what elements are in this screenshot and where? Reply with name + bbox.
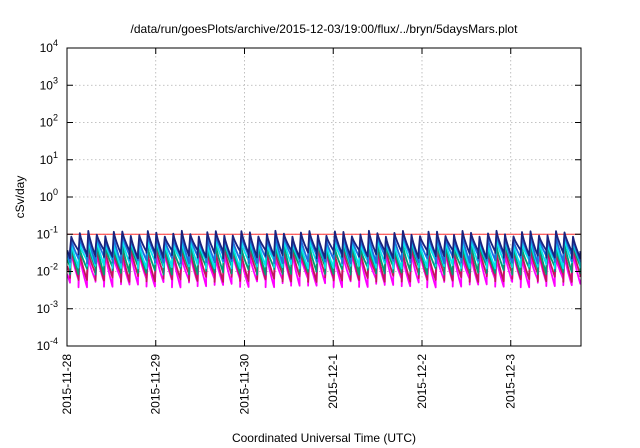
x-tick-label: 2015-12-3 (504, 354, 518, 409)
x-axis: 2015-11-28 2015-11-29 2015-11-30 2015-12-1 2… (60, 48, 518, 415)
x-tick-label: 2015-11-28 (60, 354, 74, 415)
y-tick-label: 10-2 (37, 262, 58, 279)
y-axis-label: cSv/day (13, 176, 27, 219)
data-series-line (66, 229, 582, 260)
x-tick-label: 2015-12-1 (326, 354, 340, 409)
x-tick-label: 2015-11-30 (237, 354, 251, 415)
y-tick-label: 10-4 (37, 336, 58, 353)
x-tick-label: 2015-12-2 (415, 354, 429, 409)
x-axis-label: Coordinated Universal Time (UTC) (232, 431, 416, 445)
y-tick-label: 102 (40, 113, 58, 130)
chart-title: /data/run/goesPlots/archive/2015-12-03/1… (131, 22, 519, 36)
x-tick-label: 2015-11-29 (149, 354, 163, 415)
plot-series (66, 229, 582, 289)
y-tick-label: 101 (40, 150, 58, 167)
y-tick-label: 104 (40, 38, 58, 55)
data-series-line (66, 233, 582, 265)
y-tick-label: 10-3 (37, 299, 58, 316)
grid (67, 48, 581, 346)
y-tick-label: 100 (40, 187, 58, 204)
y-axis: 10-4 10-3 10-2 10-1 100 101 102 103 104 (37, 38, 581, 353)
y-tick-label: 103 (40, 75, 58, 92)
y-tick-label: 10-1 (37, 224, 58, 241)
